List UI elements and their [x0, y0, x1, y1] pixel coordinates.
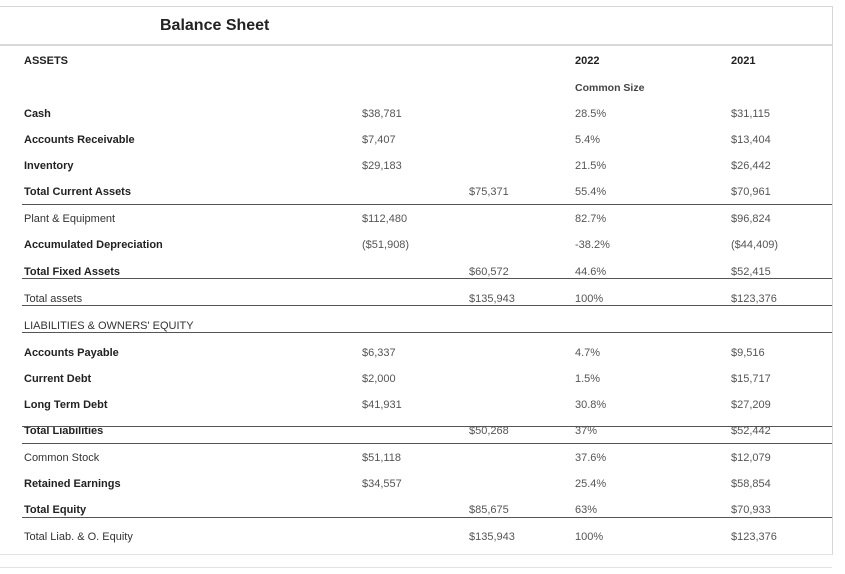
row-label: Total Equity — [24, 504, 87, 516]
row-value-2021: $70,933 — [731, 504, 771, 516]
row-value-2021: $58,854 — [731, 478, 771, 490]
row-label: Total Fixed Assets — [24, 266, 120, 278]
row-label: Current Debt — [24, 373, 92, 385]
row-label: Accumulated Depreciation — [24, 239, 163, 251]
row-value-2021: $26,442 — [731, 160, 771, 172]
row-value-col1: $6,337 — [362, 347, 396, 359]
row-common-size: 37.6% — [575, 452, 607, 464]
row-divider — [22, 278, 832, 279]
row-label: LIABILITIES & OWNERS' EQUITY — [24, 320, 194, 332]
assets-header: ASSETS — [24, 55, 69, 67]
row-value-col1: $29,183 — [362, 160, 402, 172]
row-value-2021: $9,516 — [731, 347, 765, 359]
year-2022-header: 2022 — [575, 55, 600, 67]
row-value-2021: $13,404 — [731, 134, 771, 146]
row-label: Long Term Debt — [24, 399, 108, 411]
row-common-size: 63% — [575, 504, 598, 516]
row-common-size: 30.8% — [575, 399, 607, 411]
row-common-size: 37% — [575, 425, 598, 437]
row-common-size: 28.5% — [575, 108, 607, 120]
row-common-size: 21.5% — [575, 160, 607, 172]
row-label: Cash — [24, 108, 51, 120]
row-value-col1: $2,000 — [362, 373, 396, 385]
row-value-2021: $123,376 — [731, 531, 777, 543]
row-common-size: 4.7% — [575, 347, 601, 359]
row-divider — [22, 332, 832, 333]
row-value-2021: $12,079 — [731, 452, 771, 464]
row-common-size: 5.4% — [575, 134, 601, 146]
row-value-col1: $41,931 — [362, 399, 402, 411]
row-common-size: 55.4% — [575, 186, 607, 198]
row-label: Inventory — [24, 160, 74, 172]
row-common-size: 82.7% — [575, 213, 607, 225]
row-value-col2: $75,371 — [469, 186, 509, 198]
row-value-col2: $135,943 — [469, 293, 515, 305]
top-divider — [0, 6, 832, 7]
row-common-size: 100% — [575, 293, 604, 305]
title-bar: Balance Sheet — [0, 6, 832, 45]
row-value-2021: $15,717 — [731, 373, 771, 385]
row-label: Accounts Receivable — [24, 134, 135, 146]
row-value-2021: $52,415 — [731, 266, 771, 278]
row-value-2021: $123,376 — [731, 293, 777, 305]
balance-sheet-table: ASSETS 2022 2021 Common Size Cash $38,781… — [0, 45, 832, 553]
row-value-col2: $50,268 — [469, 425, 509, 437]
row-divider — [22, 443, 832, 444]
row-value-2021: $70,961 — [731, 186, 771, 198]
row-divider — [22, 204, 832, 205]
row-value-col1: ($51,908) — [362, 239, 410, 251]
row-label: Accounts Payable — [24, 347, 119, 359]
row-value-col1: $112,480 — [362, 213, 408, 225]
row-label: Total Liabilities — [24, 425, 104, 437]
row-common-size: -38.2% — [575, 239, 610, 251]
common-size-header: Common Size — [575, 82, 645, 94]
row-common-size: 100% — [575, 531, 604, 543]
row-divider — [22, 426, 832, 427]
balance-sheet-card: Balance Sheet ASSETS 2022 2021 Common Si… — [0, 6, 833, 555]
row-label: Total assets — [24, 293, 83, 305]
bottom-divider — [0, 567, 832, 568]
row-value-2021: $31,115 — [731, 108, 770, 120]
row-label: Total Liab. & O. Equity — [24, 531, 133, 543]
row-value-2021: $27,209 — [731, 399, 771, 411]
row-value-col2: $135,943 — [469, 531, 515, 543]
page-title: Balance Sheet — [160, 17, 270, 34]
row-value-2021: $52,442 — [731, 425, 771, 437]
row-label: Plant & Equipment — [24, 213, 116, 225]
row-value-2021: $96,824 — [731, 213, 771, 225]
row-value-col1: $7,407 — [362, 134, 396, 146]
row-divider — [22, 517, 832, 518]
row-value-2021: ($44,409) — [731, 239, 779, 251]
row-value-col1: $51,118 — [362, 452, 401, 464]
row-label: Retained Earnings — [24, 478, 121, 490]
row-common-size: 1.5% — [575, 373, 601, 385]
row-value-col1: $34,557 — [362, 478, 402, 490]
row-label: Common Stock — [24, 452, 100, 464]
row-label: Total Current Assets — [24, 186, 131, 198]
row-common-size: 25.4% — [575, 478, 607, 490]
row-divider — [22, 305, 832, 306]
row-value-col2: $60,572 — [469, 266, 509, 278]
row-value-col2: $85,675 — [469, 504, 509, 516]
year-2021-header: 2021 — [731, 55, 756, 67]
row-value-col1: $38,781 — [362, 108, 402, 120]
row-common-size: 44.6% — [575, 266, 607, 278]
